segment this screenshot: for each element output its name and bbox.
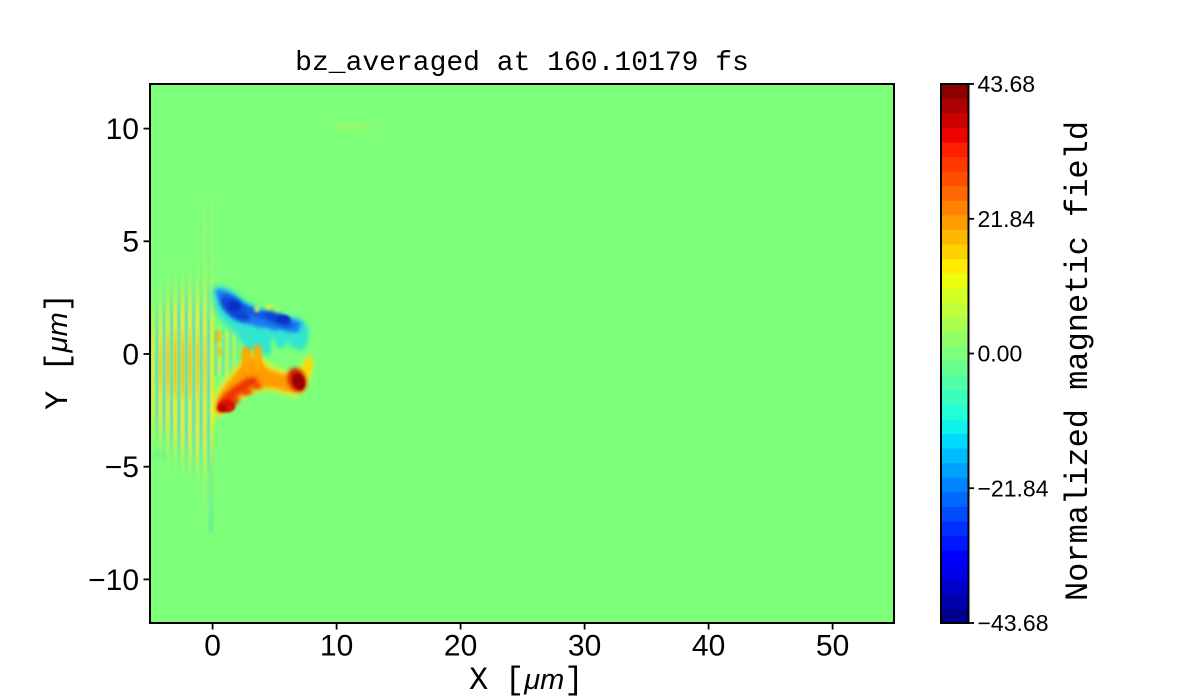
svg-text:20: 20 — [444, 630, 477, 663]
svg-text:X: X — [469, 662, 488, 699]
svg-text:−43.68: −43.68 — [978, 610, 1049, 636]
svg-text:50: 50 — [816, 630, 849, 663]
svg-text:40: 40 — [692, 630, 725, 663]
svg-text:bz_averaged at 160.10179 fs: bz_averaged at 160.10179 fs — [295, 48, 749, 79]
svg-text:−10: −10 — [88, 564, 139, 597]
svg-text:0.00: 0.00 — [978, 341, 1023, 367]
svg-text:21.84: 21.84 — [978, 206, 1036, 232]
svg-text:30: 30 — [568, 630, 601, 663]
svg-text:[μm]: [μm] — [505, 662, 583, 699]
svg-text:0: 0 — [122, 338, 139, 371]
svg-text:0: 0 — [204, 630, 221, 663]
svg-text:Normalized magnetic field: Normalized magnetic field — [1060, 121, 1097, 601]
svg-text:43.68: 43.68 — [978, 71, 1036, 97]
svg-text:−5: −5 — [105, 451, 139, 484]
svg-text:5: 5 — [122, 226, 139, 259]
svg-text:Y [μm]: Y [μm] — [40, 293, 77, 410]
svg-text:10: 10 — [106, 113, 139, 146]
svg-text:−21.84: −21.84 — [978, 475, 1049, 501]
svg-text:10: 10 — [320, 630, 353, 663]
